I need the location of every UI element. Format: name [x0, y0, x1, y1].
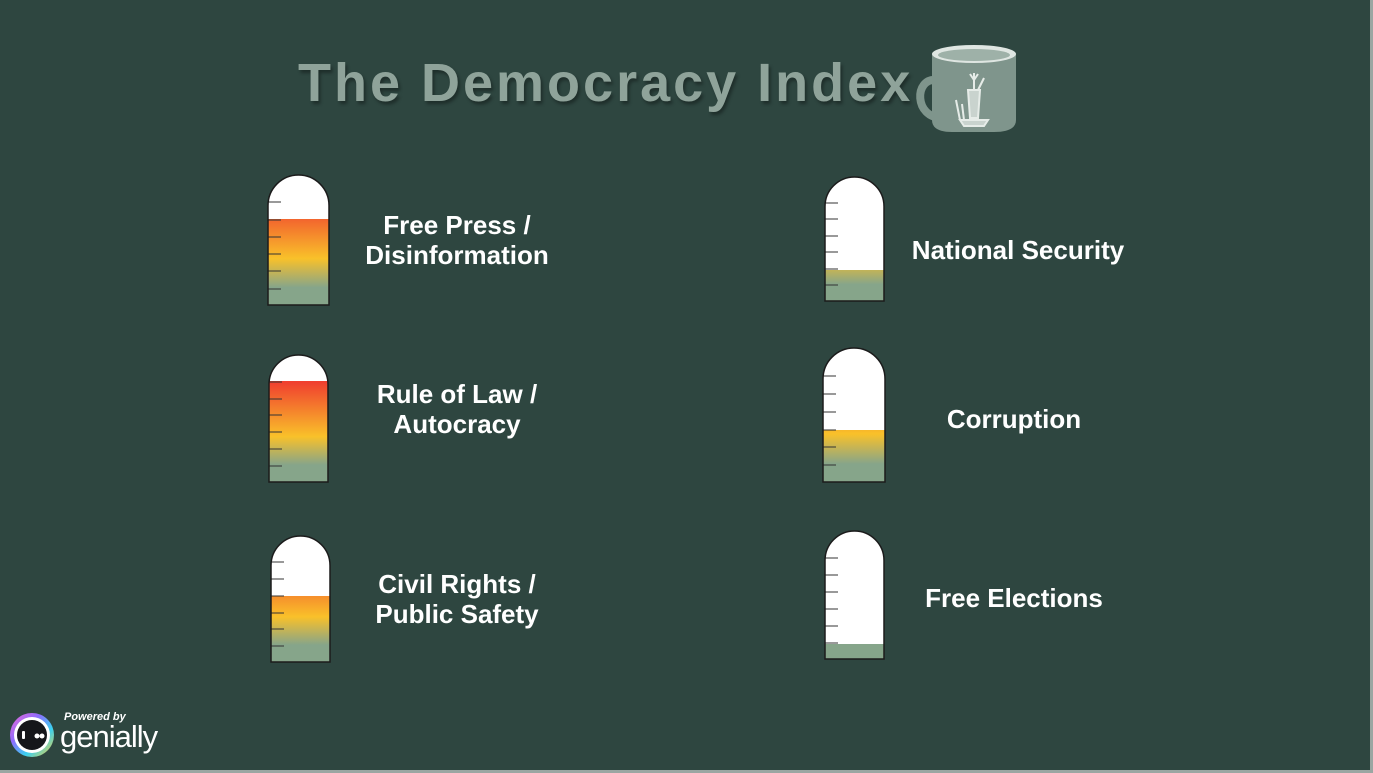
gauge-label-line: Civil Rights / [378, 569, 536, 599]
gauge-label-national-security: National Security [888, 235, 1148, 265]
gauge-label-line: Free Press / [383, 210, 531, 240]
powered-by-badge[interactable]: Powered by genially [8, 709, 168, 761]
gauge-tube-national-security [824, 176, 885, 302]
gauge-fill-free-elections [825, 644, 884, 660]
gauge-tube-free-elections [824, 530, 885, 660]
gauge-civil-rights [270, 535, 331, 663]
gauge-tube-civil-rights [270, 535, 331, 663]
gauge-label-corruption: Corruption [884, 404, 1144, 434]
coffee-mug-icon [916, 45, 1016, 132]
gauge-fill-national-security [825, 270, 884, 302]
gauge-outline [267, 174, 330, 306]
gauge-rule-of-law [268, 354, 329, 483]
gauge-label-line: Free Elections [925, 583, 1103, 613]
gauge-corruption [822, 347, 886, 483]
page-title: The Democracy Index [298, 53, 914, 113]
frame-edge-bottom [0, 770, 1373, 773]
gauge-free-press [267, 174, 330, 306]
genially-logo-icon [10, 713, 54, 757]
gauge-outline [270, 535, 331, 663]
gauge-label-line: National Security [911, 235, 1125, 265]
gauge-label-free-press: Free Press / Disinformation [327, 210, 587, 270]
gauge-national-security [824, 176, 885, 302]
gauge-label-line: Rule of Law / [376, 379, 538, 409]
gauge-label-civil-rights: Civil Rights / Public Safety [327, 569, 587, 629]
gauge-fill-free-press [268, 219, 329, 305]
brand-name: genially [60, 719, 158, 754]
gauge-outline [268, 354, 329, 483]
gauge-tube-free-press [267, 174, 330, 306]
gauge-label-line: Corruption [946, 404, 1082, 434]
gauge-fill-corruption [823, 430, 885, 482]
gauge-outline [824, 176, 885, 302]
gauge-outline [824, 530, 885, 660]
gauge-label-line: Autocracy [393, 409, 521, 439]
gauge-label-rule-of-law: Rule of Law / Autocracy [327, 379, 587, 439]
powered-by-text: Powered by [64, 711, 126, 723]
gauge-label-line: Disinformation [365, 240, 549, 270]
gauge-tube-body [825, 531, 884, 659]
gauge-tube-rule-of-law [268, 354, 329, 483]
gauge-free-elections [824, 530, 885, 660]
gauge-tube-corruption [822, 347, 886, 483]
gauge-outline [822, 347, 886, 483]
frame-edge-right [1370, 0, 1373, 773]
gauge-label-line: Public Safety [375, 599, 539, 629]
gauge-label-free-elections: Free Elections [884, 583, 1144, 613]
